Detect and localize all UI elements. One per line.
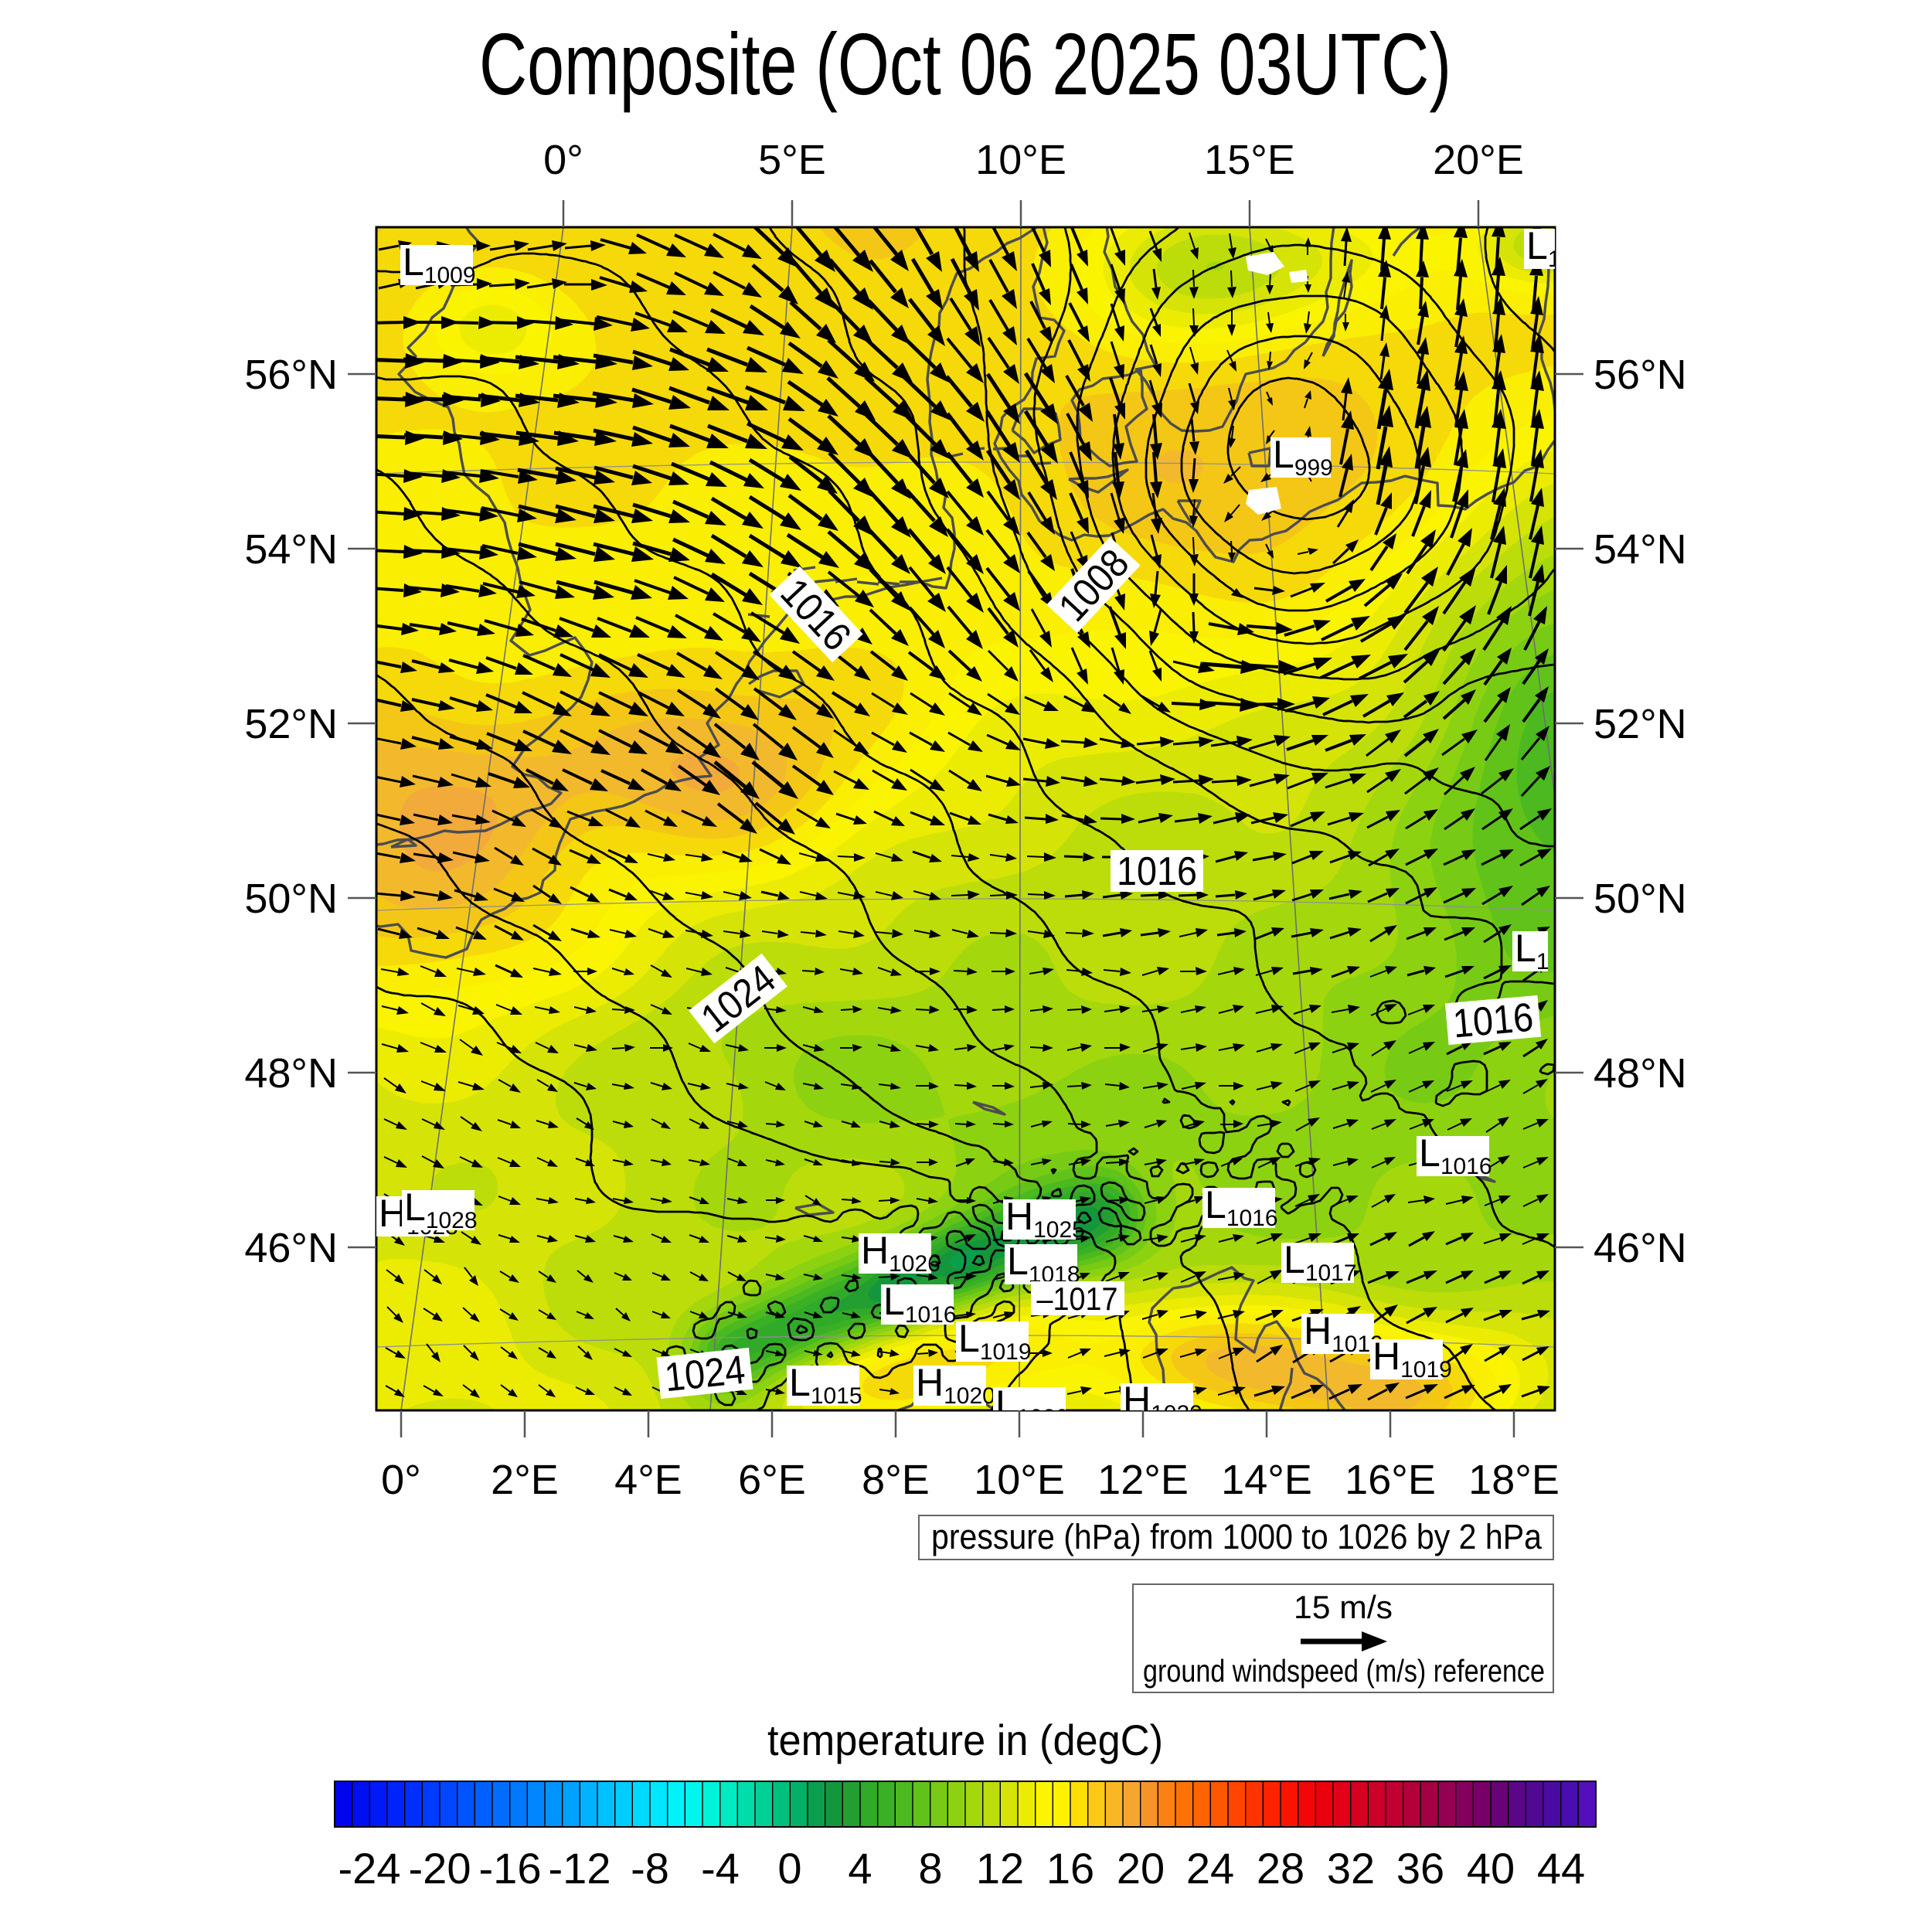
svg-text:0°: 0° <box>543 137 583 183</box>
svg-text:10°E: 10°E <box>975 137 1066 183</box>
svg-text:1016: 1016 <box>1451 995 1536 1047</box>
svg-text:8: 8 <box>918 1844 942 1893</box>
svg-text:50°N: 50°N <box>1594 876 1687 922</box>
svg-text:46°N: 46°N <box>244 1225 338 1271</box>
svg-text:32: 32 <box>1327 1844 1375 1893</box>
svg-text:28: 28 <box>1257 1844 1304 1893</box>
svg-text:-24: -24 <box>338 1844 401 1893</box>
svg-text:20: 20 <box>1117 1844 1165 1893</box>
svg-text:6°E: 6°E <box>738 1457 806 1503</box>
svg-text:50°N: 50°N <box>244 876 338 922</box>
svg-text:48°N: 48°N <box>244 1050 338 1097</box>
svg-text:-20: -20 <box>409 1844 471 1893</box>
svg-text:pressure (hPa) from 1000 to 10: pressure (hPa) from 1000 to 1026 by 2 hP… <box>931 1517 1543 1556</box>
svg-text:4: 4 <box>848 1844 872 1893</box>
svg-text:1016: 1016 <box>1117 849 1197 894</box>
svg-text:2°E: 2°E <box>491 1457 559 1503</box>
svg-text:48°N: 48°N <box>1594 1050 1687 1097</box>
svg-text:14°E: 14°E <box>1221 1457 1312 1503</box>
svg-text:4°E: 4°E <box>614 1457 682 1503</box>
svg-text:52°N: 52°N <box>1594 701 1687 747</box>
svg-text:temperature in (degC): temperature in (degC) <box>767 1716 1163 1764</box>
svg-text:15 m/s: 15 m/s <box>1294 1589 1393 1625</box>
svg-text:–1017: –1017 <box>1037 1281 1118 1317</box>
svg-text:ground windspeed (m/s) referen: ground windspeed (m/s) reference <box>1143 1653 1545 1689</box>
svg-text:40: 40 <box>1467 1844 1515 1893</box>
svg-text:56°N: 56°N <box>244 352 338 398</box>
svg-text:1024: 1024 <box>662 1348 747 1401</box>
svg-text:52°N: 52°N <box>244 701 338 747</box>
svg-text:-8: -8 <box>631 1844 669 1893</box>
svg-text:-16: -16 <box>479 1844 542 1893</box>
svg-text:16: 16 <box>1046 1844 1094 1893</box>
svg-text:44: 44 <box>1537 1844 1585 1893</box>
svg-text:0: 0 <box>777 1844 801 1893</box>
svg-text:L1: L1 <box>1515 927 1549 975</box>
svg-text:-12: -12 <box>549 1844 611 1893</box>
svg-text:15°E: 15°E <box>1204 137 1295 183</box>
svg-text:46°N: 46°N <box>1594 1225 1687 1271</box>
svg-text:24: 24 <box>1186 1844 1234 1893</box>
svg-text:12: 12 <box>976 1844 1024 1893</box>
svg-text:5°E: 5°E <box>758 137 826 183</box>
svg-text:54°N: 54°N <box>1594 526 1687 573</box>
svg-text:-4: -4 <box>701 1844 740 1893</box>
svg-text:16°E: 16°E <box>1345 1457 1436 1503</box>
svg-text:10°E: 10°E <box>974 1457 1065 1503</box>
svg-text:36: 36 <box>1396 1844 1444 1893</box>
svg-text:Composite (Oct 06 2025 03UTC): Composite (Oct 06 2025 03UTC) <box>479 15 1451 113</box>
svg-text:8°E: 8°E <box>862 1457 930 1503</box>
svg-text:20°E: 20°E <box>1433 137 1524 183</box>
svg-text:12°E: 12°E <box>1097 1457 1189 1503</box>
svg-text:18°E: 18°E <box>1468 1457 1560 1503</box>
svg-text:0°: 0° <box>381 1457 421 1503</box>
svg-text:56°N: 56°N <box>1594 352 1687 398</box>
svg-text:54°N: 54°N <box>244 526 338 573</box>
